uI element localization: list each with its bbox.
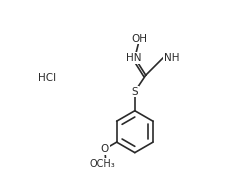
Text: O: O (101, 144, 109, 154)
Text: S: S (132, 87, 138, 97)
Text: OH: OH (131, 34, 147, 44)
Text: HCl: HCl (38, 73, 56, 83)
Text: OCH₃: OCH₃ (89, 159, 115, 169)
Text: HN: HN (126, 53, 142, 63)
Text: NH: NH (164, 53, 180, 63)
